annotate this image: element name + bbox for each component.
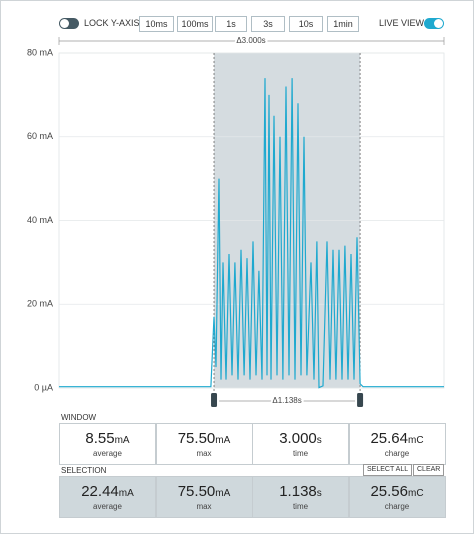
stat-value: 3.000s	[279, 430, 322, 447]
stat-label: charge	[384, 502, 410, 511]
range-button[interactable]: 100ms	[177, 16, 213, 32]
live-toggle[interactable]	[424, 18, 444, 29]
stat-unit: s	[316, 435, 322, 446]
stat-box: 25.56mC charge	[348, 476, 446, 518]
lock-label: LOCK Y-AXIS	[84, 18, 140, 28]
stat-box: 75.50mA max	[155, 476, 253, 518]
y-tick-label: 20 mA	[27, 299, 53, 309]
window-label: WINDOW	[61, 413, 97, 422]
range-button[interactable]: 3s	[251, 16, 285, 32]
window-delta: Δ3.000s	[236, 36, 265, 45]
selection-handle	[211, 393, 218, 407]
chart: Δ3.000s 0 µA 20 mA 40 mA 60 mA 80 mA Δ1.138s	[27, 34, 445, 407]
stat-box: 8.55mA average	[59, 423, 156, 465]
range-button[interactable]: 10s	[289, 16, 323, 32]
stat-value: 8.55mA	[85, 430, 130, 447]
range-button[interactable]: 1min	[327, 16, 359, 32]
stat-value: 25.56mC	[370, 483, 424, 500]
selection-handle	[357, 393, 364, 407]
y-tick-label: 80 mA	[27, 47, 53, 57]
range-button[interactable]: 1s	[215, 16, 247, 32]
stat-unit: mA	[118, 488, 134, 499]
y-tick-label: 60 mA	[27, 131, 53, 141]
stat-value: 75.50mA	[177, 483, 231, 500]
stat-label: max	[196, 449, 212, 458]
stat-unit: mA	[215, 435, 231, 446]
selection-delta: Δ1.138s	[272, 396, 301, 405]
stat-value: 1.138s	[279, 483, 322, 500]
stat-label: max	[196, 502, 212, 511]
selection-button[interactable]: SELECT ALL	[363, 464, 413, 476]
stat-unit: mC	[407, 488, 424, 499]
stat-box: 75.50mA max	[155, 423, 253, 465]
stat-box: 22.44mA average	[59, 476, 156, 518]
stat-value: 75.50mA	[177, 430, 231, 447]
stat-value: 25.64mC	[370, 430, 424, 447]
stat-box: 3.000s time	[252, 423, 349, 465]
stat-label: time	[292, 449, 309, 458]
y-tick-label: 0 µA	[34, 382, 53, 392]
stat-unit: mC	[407, 435, 424, 446]
range-button[interactable]: 10ms	[139, 16, 174, 32]
stat-value: 22.44mA	[81, 483, 134, 500]
stat-label: charge	[384, 449, 410, 458]
y-tick-label: 40 mA	[27, 215, 53, 225]
stat-label: time	[292, 502, 309, 511]
selection-label: SELECTION	[61, 466, 107, 475]
stat-unit: mA	[215, 488, 231, 499]
stat-box: 1.138s time	[252, 476, 349, 518]
lock-toggle[interactable]	[59, 18, 79, 29]
stat-label: average	[93, 502, 122, 511]
stat-label: average	[93, 449, 122, 458]
stat-unit: s	[316, 488, 322, 499]
current-trace	[59, 78, 444, 389]
stat-unit: mA	[114, 435, 130, 446]
live-label: LIVE VIEW	[379, 18, 425, 28]
stat-box: 25.64mC charge	[348, 423, 446, 465]
selection-button[interactable]: CLEAR	[413, 464, 445, 476]
